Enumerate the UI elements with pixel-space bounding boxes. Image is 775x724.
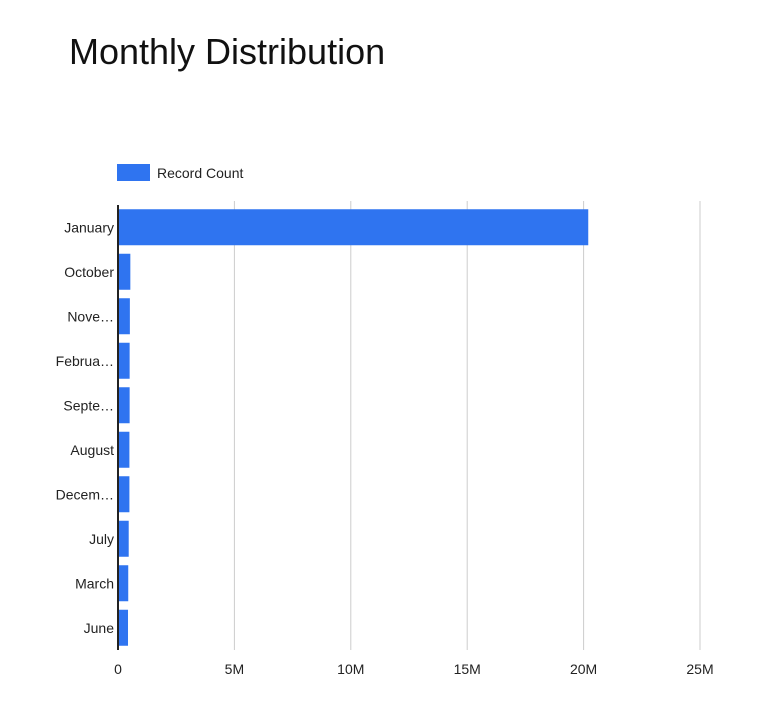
- category-label: October: [64, 264, 114, 280]
- bars: [118, 209, 589, 646]
- category-label: June: [84, 620, 115, 636]
- category-label: March: [75, 575, 114, 591]
- bar: [118, 253, 131, 290]
- legend-label: Record Count: [157, 165, 243, 181]
- bar: [118, 476, 130, 513]
- x-tick-label: 15M: [454, 661, 481, 677]
- category-label: Februa…: [56, 353, 114, 369]
- category-label: July: [89, 531, 114, 547]
- legend: Record Count: [117, 164, 243, 181]
- category-label: August: [70, 442, 114, 458]
- legend-swatch: [117, 164, 150, 181]
- x-tick-label: 10M: [337, 661, 364, 677]
- bar: [118, 342, 130, 379]
- category-label: Decem…: [56, 486, 114, 502]
- labels: 0 5M 10M 15M 20M 25M January October Nove… Februa…: [56, 219, 714, 677]
- bar: [118, 520, 129, 557]
- bar: [118, 565, 129, 602]
- category-label: Septe…: [63, 397, 114, 413]
- x-tick-label: 20M: [570, 661, 597, 677]
- bar: [118, 387, 130, 424]
- bar: [118, 209, 589, 246]
- category-label: January: [64, 219, 114, 235]
- x-tick-label: 25M: [686, 661, 713, 677]
- x-tick-label: 0: [114, 661, 122, 677]
- bar: [118, 298, 130, 335]
- bar: [118, 431, 130, 468]
- chart-title: Monthly Distribution: [69, 31, 386, 72]
- x-tick-label: 5M: [225, 661, 244, 677]
- bar: [118, 609, 129, 646]
- gridlines: [233, 201, 701, 650]
- category-label: Nove…: [67, 308, 114, 324]
